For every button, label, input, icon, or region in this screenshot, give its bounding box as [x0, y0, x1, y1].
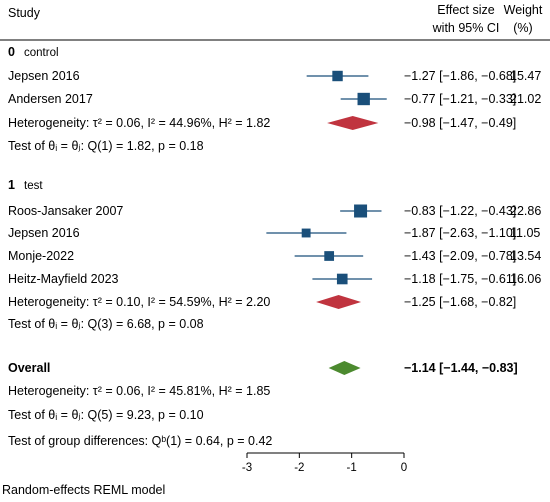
study-marker	[357, 92, 370, 106]
x-tick-label: 0	[401, 462, 407, 474]
study-weight: 22.86	[510, 204, 541, 218]
homogeneity-test-text: Test of θᵢ = θⱼ: Q(3) = 6.68, p = 0.08	[8, 317, 204, 331]
x-tick-label: -3	[242, 462, 252, 474]
study-weight: 11.05	[510, 226, 540, 240]
group-differences-text: Test of group differences: Qᵇ(1) = 0.64,…	[8, 434, 272, 448]
group-1-label: test	[24, 180, 43, 192]
heterogeneity-text: Heterogeneity: τ² = 0.06, I² = 44.96%, H…	[8, 116, 270, 130]
study-marker	[332, 70, 343, 82]
study-name: Jepsen 2016	[8, 69, 80, 83]
overall-homogeneity-test-text: Test of θᵢ = θⱼ: Q(5) = 9.23, p = 0.10	[8, 408, 204, 422]
x-tick-label: -1	[347, 462, 357, 474]
overall-ci-text: −1.14 [−1.44, −0.83]	[404, 361, 518, 375]
overall-label: Overall	[8, 361, 50, 375]
homogeneity-test-text: Test of θᵢ = θⱼ: Q(1) = 1.82, p = 0.18	[8, 139, 204, 153]
overall-heterogeneity-text: Heterogeneity: τ² = 0.06, I² = 45.81%, H…	[8, 384, 270, 398]
group-1-id: 1	[8, 178, 15, 192]
subgroup-diamond	[316, 295, 362, 309]
study-name: Monje-2022	[8, 249, 74, 263]
study-weight: 15.47	[510, 69, 541, 83]
study-marker	[324, 251, 335, 261]
study-marker	[354, 204, 368, 218]
study-name: Jepsen 2016	[8, 226, 80, 240]
effect-size-header-line1: Effect size	[437, 3, 494, 17]
study-ci-text: −1.43 [−2.09, −0.78]	[404, 249, 516, 263]
study-ci-text: −0.83 [−1.22, −0.43]	[404, 204, 516, 218]
heterogeneity-text: Heterogeneity: τ² = 0.10, I² = 54.59%, H…	[8, 295, 270, 309]
study-name: Andersen 2017	[8, 92, 93, 106]
study-ci-text: −0.77 [−1.21, −0.33]	[404, 92, 516, 106]
x-axis-ticks: -3 -2 -1 0	[242, 453, 407, 474]
group-0-label: control	[24, 47, 59, 59]
study-weight: 16.06	[510, 272, 541, 286]
effect-size-header-line2: with 95% CI	[432, 21, 500, 35]
study-marker	[301, 228, 311, 238]
study-ci-text: −1.87 [−2.63, −1.10]	[404, 226, 516, 240]
study-ci-text: −1.18 [−1.75, −0.61]	[404, 272, 516, 286]
study-name: Heitz-Mayfield 2023	[8, 272, 119, 286]
overall-diamond	[328, 361, 361, 375]
footnote: Random-effects REML model	[2, 483, 165, 497]
weight-header-line1: Weight	[504, 3, 543, 17]
group-0-id: 0	[8, 45, 15, 59]
study-weight: 21.02	[510, 92, 541, 106]
study-ci-text: −1.27 [−1.86, −0.68]	[404, 69, 516, 83]
subgroup-ci-text: −1.25 [−1.68, −0.82]	[404, 295, 516, 309]
study-header: Study	[8, 6, 41, 20]
study-weight: 13.54	[510, 249, 541, 263]
subgroup-ci-text: −0.98 [−1.47, −0.49]	[404, 116, 516, 130]
weight-header-line2: (%)	[513, 21, 532, 35]
study-marker	[336, 273, 348, 285]
subgroup-diamond	[327, 116, 379, 130]
study-name: Roos-Jansaker 2007	[8, 204, 123, 218]
x-tick-label: -2	[294, 462, 304, 474]
